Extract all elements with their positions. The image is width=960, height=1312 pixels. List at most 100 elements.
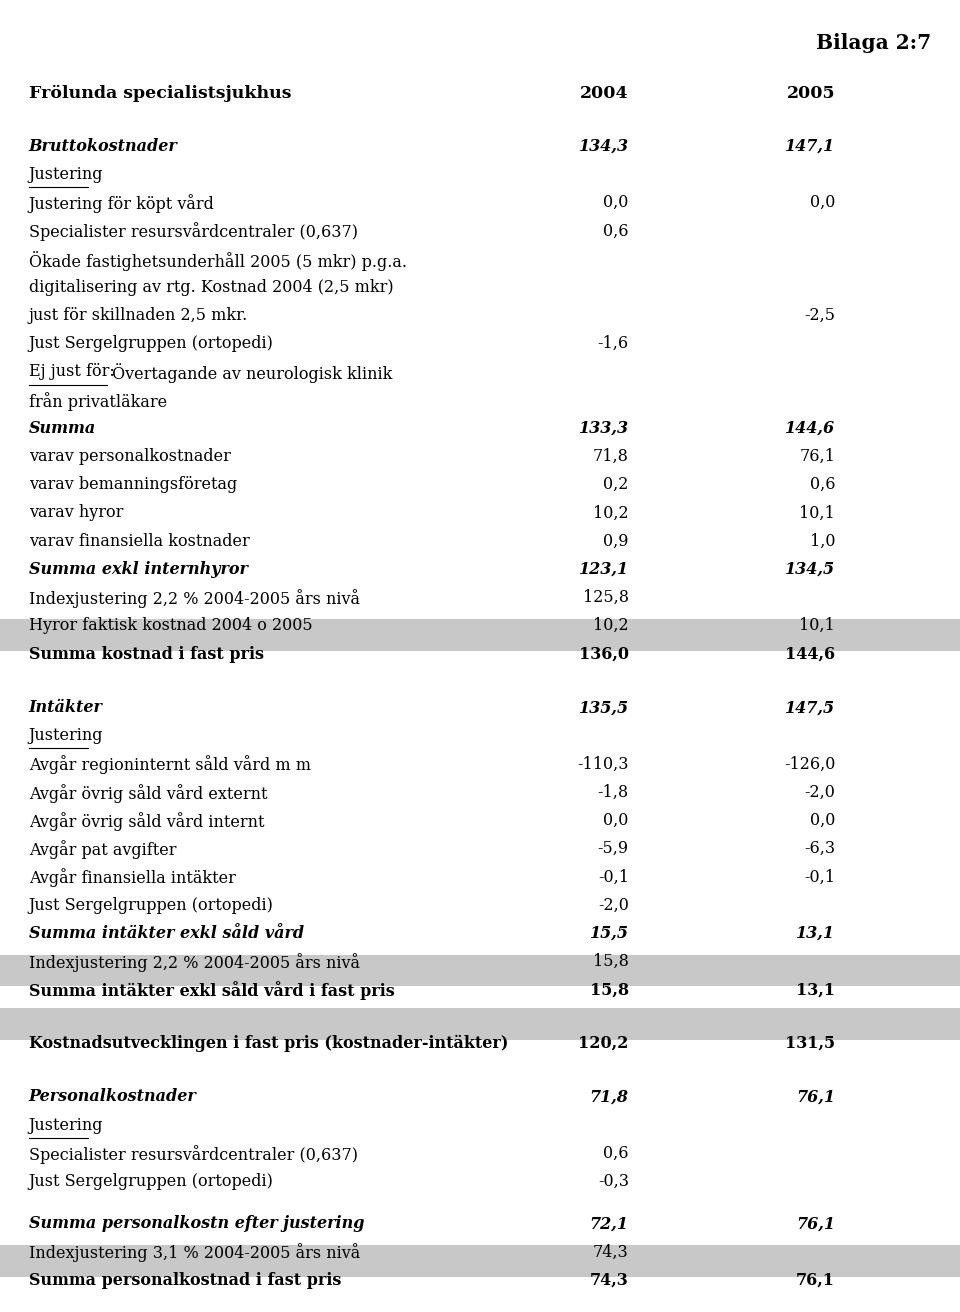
Text: 120,2: 120,2 [579, 1035, 629, 1052]
Bar [0, 1245, 960, 1277]
Text: 134,3: 134,3 [579, 138, 629, 155]
Text: -2,0: -2,0 [804, 783, 835, 800]
Text: 15,8: 15,8 [593, 953, 629, 970]
Text: Bilaga 2:7: Bilaga 2:7 [816, 33, 931, 52]
Text: 76,1: 76,1 [796, 1271, 835, 1288]
Text: Indexjustering 2,2 % 2004-2005 års nivå: Indexjustering 2,2 % 2004-2005 års nivå [29, 953, 360, 972]
Text: Avgår pat avgifter: Avgår pat avgifter [29, 840, 177, 859]
Text: Bruttokostnader: Bruttokostnader [29, 138, 178, 155]
Text: Övertagande av neurologisk klinik: Övertagande av neurologisk klinik [108, 363, 393, 383]
Text: 0,0: 0,0 [604, 194, 629, 211]
Text: Summa intäkter exkl såld vård i fast pris: Summa intäkter exkl såld vård i fast pri… [29, 981, 395, 1000]
Text: 131,5: 131,5 [785, 1035, 835, 1052]
Text: 0,6: 0,6 [809, 476, 835, 493]
Text: 74,3: 74,3 [593, 1244, 629, 1261]
Text: 15,8: 15,8 [589, 981, 629, 998]
Text: Summa personalkostn efter justering: Summa personalkostn efter justering [29, 1215, 364, 1232]
Text: Avgår regioninternt såld vård m m: Avgår regioninternt såld vård m m [29, 756, 311, 774]
Text: Justering: Justering [29, 165, 104, 182]
Text: Just Sergelgruppen (ortopedi): Just Sergelgruppen (ortopedi) [29, 896, 274, 913]
Text: varav hyror: varav hyror [29, 504, 123, 521]
Text: 147,1: 147,1 [785, 138, 835, 155]
Text: Ökade fastighetsunderhåll 2005 (5 mkr) p.g.a.: Ökade fastighetsunderhåll 2005 (5 mkr) p… [29, 251, 407, 270]
Text: Summa kostnad i fast pris: Summa kostnad i fast pris [29, 646, 264, 663]
Text: Indexjustering 3,1 % 2004-2005 års nivå: Indexjustering 3,1 % 2004-2005 års nivå [29, 1244, 360, 1262]
Text: -1,6: -1,6 [598, 335, 629, 352]
Text: -110,3: -110,3 [577, 756, 629, 773]
Text: -1,8: -1,8 [598, 783, 629, 800]
Text: Summa exkl internhyror: Summa exkl internhyror [29, 560, 248, 577]
Text: 0,0: 0,0 [810, 812, 835, 829]
Text: 71,8: 71,8 [593, 447, 629, 464]
Text: 0,9: 0,9 [603, 533, 629, 550]
Text: Avgår övrig såld vård internt: Avgår övrig såld vård internt [29, 812, 264, 830]
Text: 74,3: 74,3 [590, 1271, 629, 1288]
Text: -0,3: -0,3 [598, 1173, 629, 1190]
Text: Intäkter: Intäkter [29, 699, 103, 716]
Text: Just Sergelgruppen (ortopedi): Just Sergelgruppen (ortopedi) [29, 335, 274, 352]
Text: 71,8: 71,8 [589, 1089, 629, 1106]
Text: 125,8: 125,8 [583, 589, 629, 606]
Text: 10,2: 10,2 [593, 617, 629, 634]
Text: 123,1: 123,1 [579, 560, 629, 577]
Text: 2005: 2005 [786, 85, 835, 102]
Text: Specialister resursvårdcentraler (0,637): Specialister resursvårdcentraler (0,637) [29, 1145, 358, 1164]
Text: Summa personalkostnad i fast pris: Summa personalkostnad i fast pris [29, 1271, 341, 1288]
Text: 10,1: 10,1 [800, 617, 835, 634]
Text: 135,5: 135,5 [579, 699, 629, 716]
Text: 76,1: 76,1 [800, 447, 835, 464]
Text: 0,2: 0,2 [604, 476, 629, 493]
Text: 1,0: 1,0 [809, 533, 835, 550]
Bar [0, 619, 960, 651]
Text: 13,1: 13,1 [796, 925, 835, 942]
Text: -6,3: -6,3 [804, 840, 835, 857]
Text: 72,1: 72,1 [589, 1215, 629, 1232]
Text: 0,6: 0,6 [603, 1145, 629, 1162]
Text: 0,0: 0,0 [604, 812, 629, 829]
Text: Summa: Summa [29, 420, 96, 437]
Text: Ej just för:: Ej just för: [29, 363, 114, 380]
Text: Kostnadsutvecklingen i fast pris (kostnader-intäkter): Kostnadsutvecklingen i fast pris (kostna… [29, 1035, 508, 1052]
Text: -5,9: -5,9 [598, 840, 629, 857]
Text: från privatläkare: från privatläkare [29, 391, 167, 411]
Text: just för skillnaden 2,5 mkr.: just för skillnaden 2,5 mkr. [29, 307, 248, 324]
Text: 10,1: 10,1 [800, 504, 835, 521]
Bar [0, 955, 960, 987]
Text: Justering för köpt vård: Justering för köpt vård [29, 194, 215, 213]
Text: Avgår övrig såld vård externt: Avgår övrig såld vård externt [29, 783, 267, 803]
Text: 136,0: 136,0 [579, 646, 629, 663]
Text: -126,0: -126,0 [783, 756, 835, 773]
Bar [0, 1008, 960, 1040]
Text: Personalkostnader: Personalkostnader [29, 1089, 197, 1106]
Text: varav personalkostnader: varav personalkostnader [29, 447, 230, 464]
Text: -0,1: -0,1 [804, 869, 835, 886]
Text: 144,6: 144,6 [785, 420, 835, 437]
Text: 76,1: 76,1 [796, 1089, 835, 1106]
Text: 10,2: 10,2 [593, 504, 629, 521]
Text: 144,6: 144,6 [785, 646, 835, 663]
Text: 147,5: 147,5 [785, 699, 835, 716]
Text: varav bemanningsföretag: varav bemanningsföretag [29, 476, 237, 493]
Text: Justering: Justering [29, 1117, 104, 1134]
Text: 134,5: 134,5 [785, 560, 835, 577]
Text: varav finansiella kostnader: varav finansiella kostnader [29, 533, 250, 550]
Text: 0,6: 0,6 [603, 222, 629, 239]
Text: Indexjustering 2,2 % 2004-2005 års nivå: Indexjustering 2,2 % 2004-2005 års nivå [29, 589, 360, 607]
Text: -0,1: -0,1 [598, 869, 629, 886]
Text: Avgår finansiella intäkter: Avgår finansiella intäkter [29, 869, 235, 887]
Text: 133,3: 133,3 [579, 420, 629, 437]
Text: digitalisering av rtg. Kostnad 2004 (2,5 mkr): digitalisering av rtg. Kostnad 2004 (2,5… [29, 278, 394, 295]
Text: 13,1: 13,1 [796, 981, 835, 998]
Text: 0,0: 0,0 [810, 194, 835, 211]
Text: 2004: 2004 [580, 85, 629, 102]
Text: Specialister resursvårdcentraler (0,637): Specialister resursvårdcentraler (0,637) [29, 222, 358, 241]
Text: 76,1: 76,1 [796, 1215, 835, 1232]
Text: -2,0: -2,0 [598, 896, 629, 913]
Text: -2,5: -2,5 [804, 307, 835, 324]
Text: Justering: Justering [29, 727, 104, 744]
Text: 15,5: 15,5 [589, 925, 629, 942]
Text: Just Sergelgruppen (ortopedi): Just Sergelgruppen (ortopedi) [29, 1173, 274, 1190]
Text: Summa intäkter exkl såld vård: Summa intäkter exkl såld vård [29, 925, 304, 942]
Text: Frölunda specialistsjukhus: Frölunda specialistsjukhus [29, 85, 291, 102]
Text: Hyror faktisk kostnad 2004 o 2005: Hyror faktisk kostnad 2004 o 2005 [29, 617, 312, 634]
